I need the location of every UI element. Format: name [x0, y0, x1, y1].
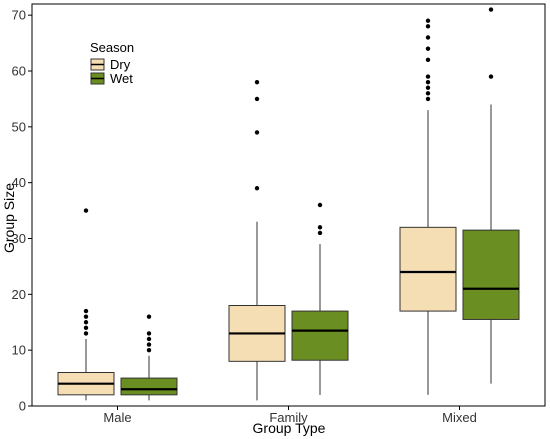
- outlier-point: [425, 57, 431, 63]
- box-wet-mixed: [462, 7, 520, 384]
- outlier-point: [254, 186, 260, 191]
- legend-key-wet: [90, 72, 105, 85]
- outlier-point: [254, 96, 260, 102]
- outlier-point: [83, 208, 89, 213]
- outlier-point: [83, 320, 89, 325]
- outlier-point: [83, 331, 89, 336]
- x-axis-title: Group Type: [253, 420, 326, 436]
- y-tick-label: 70: [12, 8, 26, 23]
- outlier-point: [425, 79, 431, 85]
- y-tick-label: 0: [19, 399, 26, 414]
- legend-key-dry: [90, 58, 105, 71]
- box-iqr: [399, 226, 457, 312]
- legend-title: Season: [90, 40, 134, 55]
- outlier-point: [146, 314, 152, 319]
- outlier-point: [146, 336, 152, 342]
- x-tick-label: Family: [269, 410, 308, 425]
- outlier-point: [488, 74, 494, 79]
- x-axis: Male Family Mixed: [103, 406, 477, 425]
- y-tick-label: 10: [12, 343, 26, 358]
- box-series: [57, 7, 520, 401]
- y-tick-label: 30: [12, 231, 26, 246]
- outlier-point: [254, 130, 260, 135]
- outlier-point: [254, 79, 260, 85]
- outlier-point: [425, 18, 431, 23]
- outlier-point: [146, 331, 152, 336]
- x-tick-label: Male: [103, 410, 131, 425]
- box-iqr: [291, 310, 349, 361]
- box-wet-male: [120, 314, 178, 401]
- y-tick-label: 20: [12, 287, 26, 302]
- outlier-point: [83, 314, 89, 319]
- box-iqr: [462, 229, 520, 320]
- y-tick-label: 60: [12, 64, 26, 79]
- outlier-point: [425, 24, 431, 29]
- outlier-point: [425, 74, 431, 79]
- outlier-point: [317, 230, 323, 236]
- outlier-point: [146, 347, 152, 353]
- x-tick-label: Mixed: [442, 410, 477, 425]
- box-dry-family: [228, 79, 286, 401]
- box-dry-mixed: [399, 18, 457, 395]
- outlier-point: [425, 46, 431, 51]
- y-axis: 0 10 20 30 40 50 60 70: [12, 8, 32, 414]
- outlier-point: [83, 325, 89, 331]
- plot-panel: [31, 3, 546, 407]
- y-tick-label: 40: [12, 175, 26, 190]
- y-tick-label: 50: [12, 119, 26, 134]
- box-iqr: [120, 377, 178, 396]
- outlier-point: [425, 96, 431, 102]
- outlier-point: [146, 342, 152, 347]
- panel-border: [31, 3, 546, 407]
- box-wet-family: [291, 202, 349, 395]
- box-dry-male: [57, 208, 115, 401]
- outlier-point: [425, 91, 431, 96]
- legend-label-wet: Wet: [110, 71, 133, 86]
- outlier-point: [317, 225, 323, 230]
- y-axis-title: Group Size: [1, 183, 17, 253]
- outlier-point: [488, 7, 494, 12]
- legend-label-dry: Dry: [110, 57, 131, 72]
- outlier-point: [425, 85, 431, 90]
- outlier-point: [425, 35, 431, 40]
- outlier-point: [83, 308, 89, 314]
- outlier-point: [317, 202, 323, 208]
